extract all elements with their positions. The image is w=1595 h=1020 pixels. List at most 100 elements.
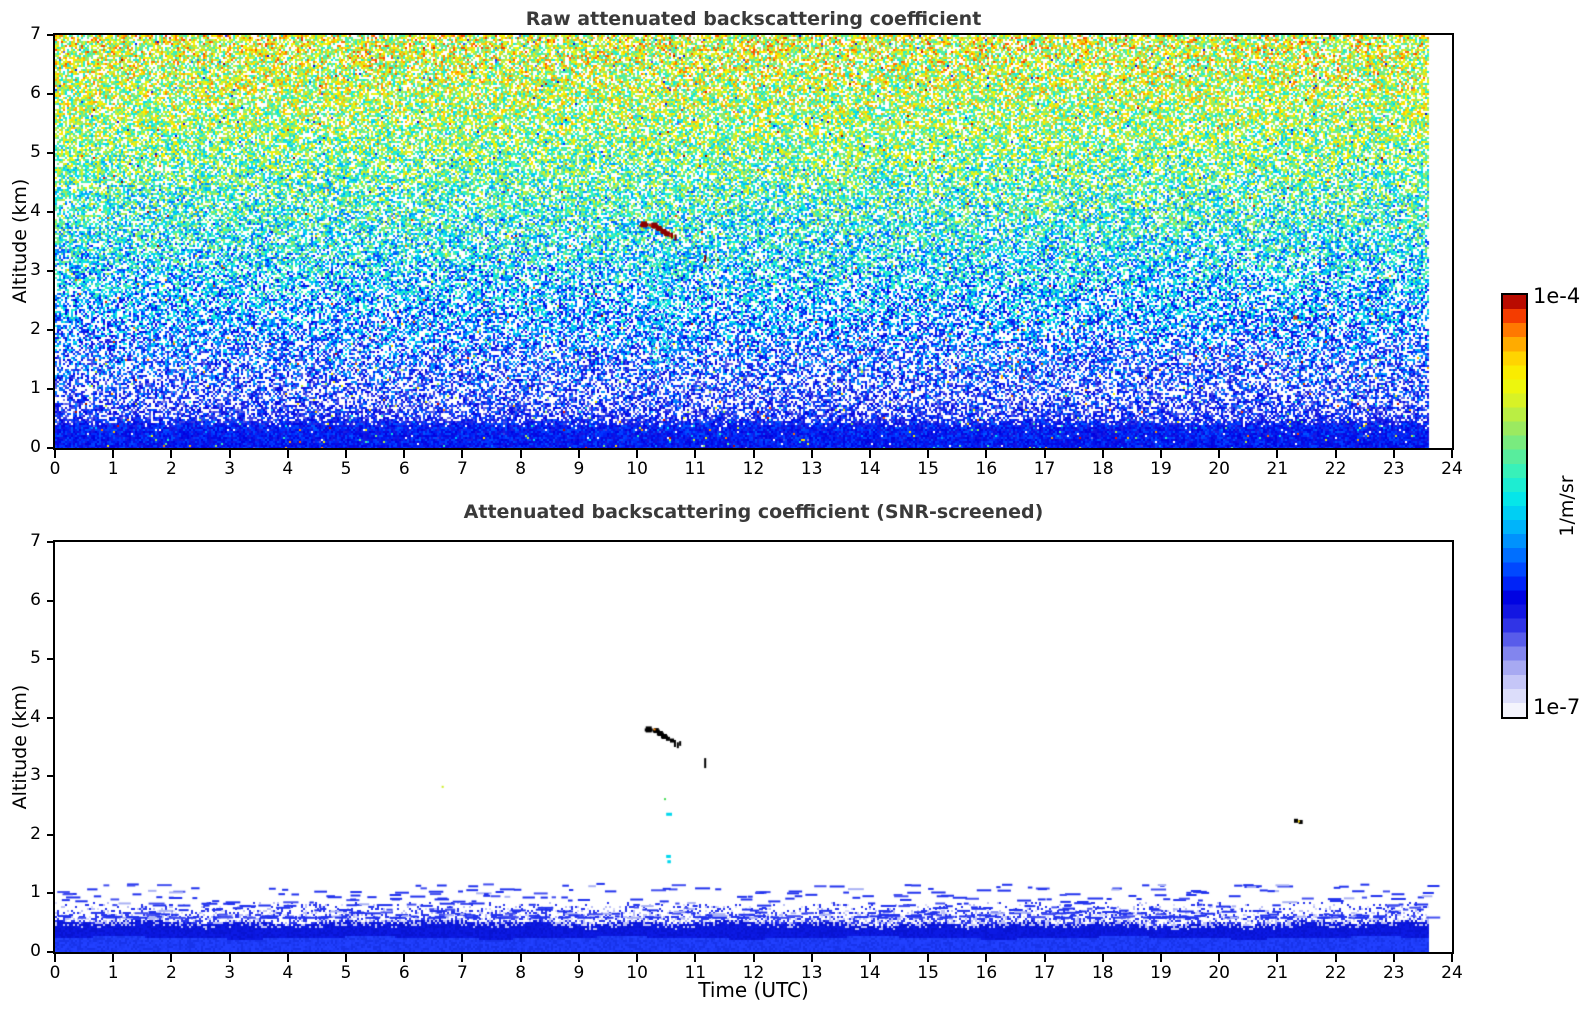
x-tick-mark bbox=[112, 954, 115, 962]
x-tick-label: 9 bbox=[573, 459, 585, 479]
y-tick-mark bbox=[47, 775, 55, 778]
y-tick-label: 0 bbox=[30, 437, 41, 457]
x-tick-label: 2 bbox=[165, 459, 177, 479]
x-tick-label: 24 bbox=[1441, 459, 1463, 479]
y-tick-mark bbox=[47, 388, 55, 390]
x-tick-label: 7 bbox=[457, 459, 468, 479]
x-tick-label: 3 bbox=[224, 963, 236, 983]
y-tick-mark bbox=[47, 833, 55, 836]
x-tick-mark bbox=[170, 450, 173, 458]
x-tick-label: 21 bbox=[1266, 963, 1289, 983]
y-tick-mark bbox=[47, 716, 55, 719]
x-tick-mark bbox=[1392, 450, 1395, 458]
x-tick-label: 20 bbox=[1208, 459, 1230, 479]
x-tick-label: 8 bbox=[515, 963, 527, 983]
raw-panel-title: Raw attenuated backscattering coefficien… bbox=[525, 8, 982, 30]
x-tick-mark bbox=[519, 954, 522, 962]
x-tick-label: 3 bbox=[224, 459, 236, 479]
y-tick-mark bbox=[47, 151, 55, 154]
y-tick-label: 0 bbox=[30, 941, 41, 961]
x-tick-mark bbox=[286, 954, 289, 962]
x-tick-mark bbox=[1101, 954, 1104, 962]
screened-panel-title: Attenuated backscattering coefficient (S… bbox=[463, 501, 1044, 523]
x-tick-label: 15 bbox=[917, 459, 939, 479]
x-tick-label: 14 bbox=[859, 459, 881, 479]
y-tick-mark bbox=[47, 658, 55, 661]
x-tick-label: 16 bbox=[975, 459, 998, 479]
x-tick-label: 5 bbox=[340, 963, 352, 983]
x-tick-label: 13 bbox=[800, 963, 823, 983]
x-tick-label: 17 bbox=[1033, 459, 1056, 479]
x-tick-label: 1 bbox=[107, 459, 119, 479]
x-tick-label: 11 bbox=[684, 963, 707, 983]
screened-plot-area bbox=[53, 540, 1454, 954]
screened-y-axis-ticks: 0 1 2 3 4 5 6 7 bbox=[0, 531, 55, 961]
x-tick-label: 4 bbox=[282, 963, 294, 983]
x-tick-label: 23 bbox=[1382, 459, 1405, 479]
y-tick-label: 6 bbox=[30, 82, 41, 103]
x-tick-mark bbox=[636, 954, 639, 962]
x-tick-mark bbox=[752, 450, 755, 458]
x-tick-mark bbox=[810, 450, 813, 458]
x-tick-label: 12 bbox=[742, 963, 765, 983]
x-tick-label: 12 bbox=[742, 459, 765, 479]
raw-y-axis-label: Altitude (km) bbox=[9, 178, 31, 304]
y-tick-mark bbox=[47, 951, 55, 953]
x-tick-label: 22 bbox=[1324, 963, 1347, 983]
x-tick-label: 7 bbox=[457, 963, 468, 983]
colorbar-unit-label: 1/m/sr bbox=[1556, 475, 1578, 537]
x-tick-label: 21 bbox=[1266, 459, 1289, 479]
x-tick-mark bbox=[1334, 450, 1337, 458]
y-tick-mark bbox=[47, 541, 55, 543]
raw-y-axis-ticks: 0 1 2 3 4 5 6 7 bbox=[0, 24, 55, 457]
x-tick-mark bbox=[927, 954, 930, 962]
x-tick-label: 15 bbox=[917, 963, 939, 983]
x-tick-label: 10 bbox=[626, 459, 648, 479]
x-tick-label: 5 bbox=[340, 459, 352, 479]
x-tick-mark bbox=[461, 954, 464, 962]
x-tick-mark bbox=[461, 450, 464, 458]
x-tick-mark bbox=[752, 954, 755, 962]
x-axis-label: Time (UTC) bbox=[698, 978, 809, 1002]
y-tick-mark bbox=[47, 34, 55, 36]
x-tick-mark bbox=[868, 450, 871, 458]
colorbar bbox=[1501, 293, 1528, 719]
x-tick-label: 18 bbox=[1091, 459, 1114, 479]
x-tick-mark bbox=[927, 450, 930, 458]
x-tick-mark bbox=[54, 954, 56, 962]
y-tick-mark bbox=[47, 447, 55, 449]
x-tick-mark bbox=[577, 450, 580, 458]
y-tick-label: 6 bbox=[30, 589, 41, 610]
y-tick-mark bbox=[47, 211, 55, 213]
x-tick-mark bbox=[1043, 954, 1046, 962]
x-tick-mark bbox=[577, 954, 580, 962]
x-tick-label: 22 bbox=[1324, 459, 1347, 479]
x-tick-mark bbox=[636, 450, 639, 458]
x-tick-mark bbox=[403, 450, 406, 458]
x-tick-label: 2 bbox=[165, 963, 177, 983]
y-tick-label: 4 bbox=[30, 706, 41, 727]
x-tick-label: 18 bbox=[1091, 963, 1114, 983]
x-tick-label: 16 bbox=[975, 963, 998, 983]
x-tick-label: 17 bbox=[1033, 963, 1056, 983]
raw-heatmap-canvas bbox=[55, 35, 1452, 448]
x-tick-mark bbox=[694, 450, 697, 458]
x-tick-label: 11 bbox=[684, 459, 707, 479]
x-tick-label: 6 bbox=[398, 459, 410, 479]
x-tick-mark bbox=[54, 450, 56, 458]
x-tick-mark bbox=[345, 954, 348, 962]
x-tick-label: 24 bbox=[1441, 963, 1463, 983]
y-tick-mark bbox=[47, 269, 55, 272]
x-tick-mark bbox=[1218, 450, 1221, 458]
x-tick-mark bbox=[1218, 954, 1221, 962]
raw-x-axis-ticks: 0 1 2 3 4 5 6 7 8 9 10 11 12 13 14 15 16 17 18 19 20 21 22 23 24 bbox=[50, 450, 1463, 482]
x-tick-label: 14 bbox=[859, 963, 881, 983]
raw-plot-area bbox=[53, 33, 1454, 450]
y-tick-label: 3 bbox=[30, 259, 41, 280]
x-tick-mark bbox=[170, 954, 173, 962]
x-tick-mark bbox=[1451, 450, 1453, 458]
y-tick-label: 2 bbox=[30, 823, 41, 844]
x-tick-mark bbox=[1101, 450, 1104, 458]
x-tick-label: 13 bbox=[800, 459, 823, 479]
